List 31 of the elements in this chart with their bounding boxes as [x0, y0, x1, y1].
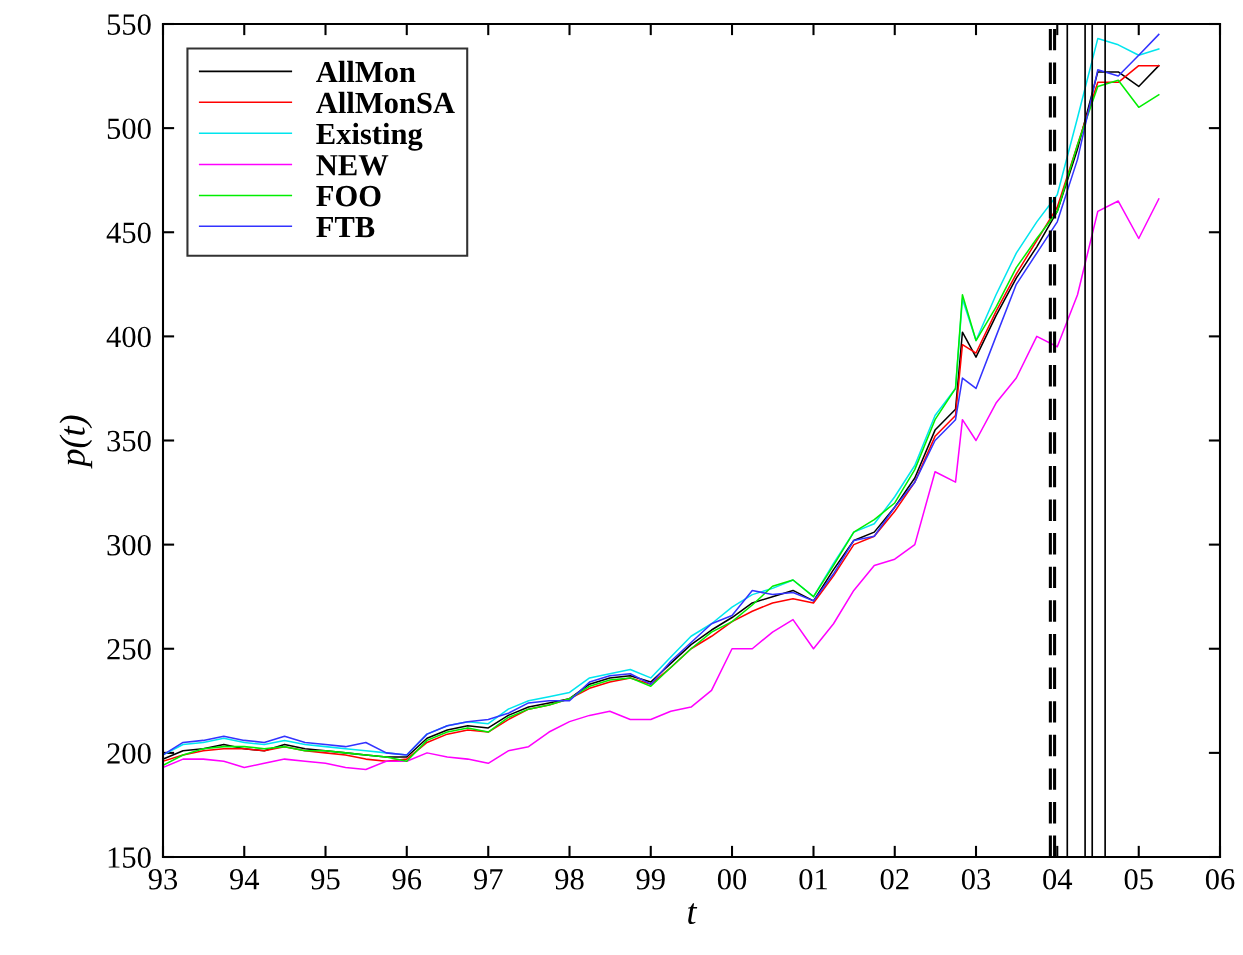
y-tick-label: 550 — [107, 14, 151, 35]
x-tick-label: 04 — [1043, 868, 1073, 890]
y-tick-label: 200 — [107, 743, 151, 764]
x-tick-label: 02 — [880, 868, 909, 890]
x-tick-label: 05 — [1124, 868, 1153, 890]
y-axis-title: p(t) — [59, 415, 93, 469]
x-tick-label: 96 — [392, 869, 422, 890]
x-tick-label: 93 — [148, 869, 178, 890]
x-tick-label: 98 — [555, 868, 584, 890]
y-tick-label: 500 — [107, 118, 151, 140]
legend-label: AllMon — [316, 60, 416, 83]
x-tick-label: 97 — [473, 869, 503, 890]
legend-label: NEW — [316, 155, 389, 176]
y-tick-label: 450 — [106, 222, 151, 244]
legend-label: Existing — [316, 122, 423, 151]
legend-label: AllMonSA — [316, 91, 455, 114]
x-tick-label: 99 — [636, 869, 665, 890]
x-tick-label: 95 — [311, 869, 340, 890]
y-tick-label: 150 — [108, 847, 151, 868]
y-tick-label: 350 — [107, 430, 151, 452]
y-tick-label: 300 — [107, 534, 151, 556]
legend-label: FTB — [316, 217, 375, 238]
x-tick-label: 01 — [799, 868, 827, 890]
x-tick-label: 03 — [961, 868, 991, 890]
x-tick-label: 00 — [717, 868, 747, 890]
y-tick-label: 250 — [107, 639, 151, 660]
x-axis-title: t — [688, 903, 698, 925]
x-tick-label: 94 — [229, 869, 260, 890]
x-tick-label: 06 — [1205, 868, 1235, 890]
legend-label: FOO — [316, 185, 381, 207]
y-tick-label: 400 — [106, 326, 151, 348]
